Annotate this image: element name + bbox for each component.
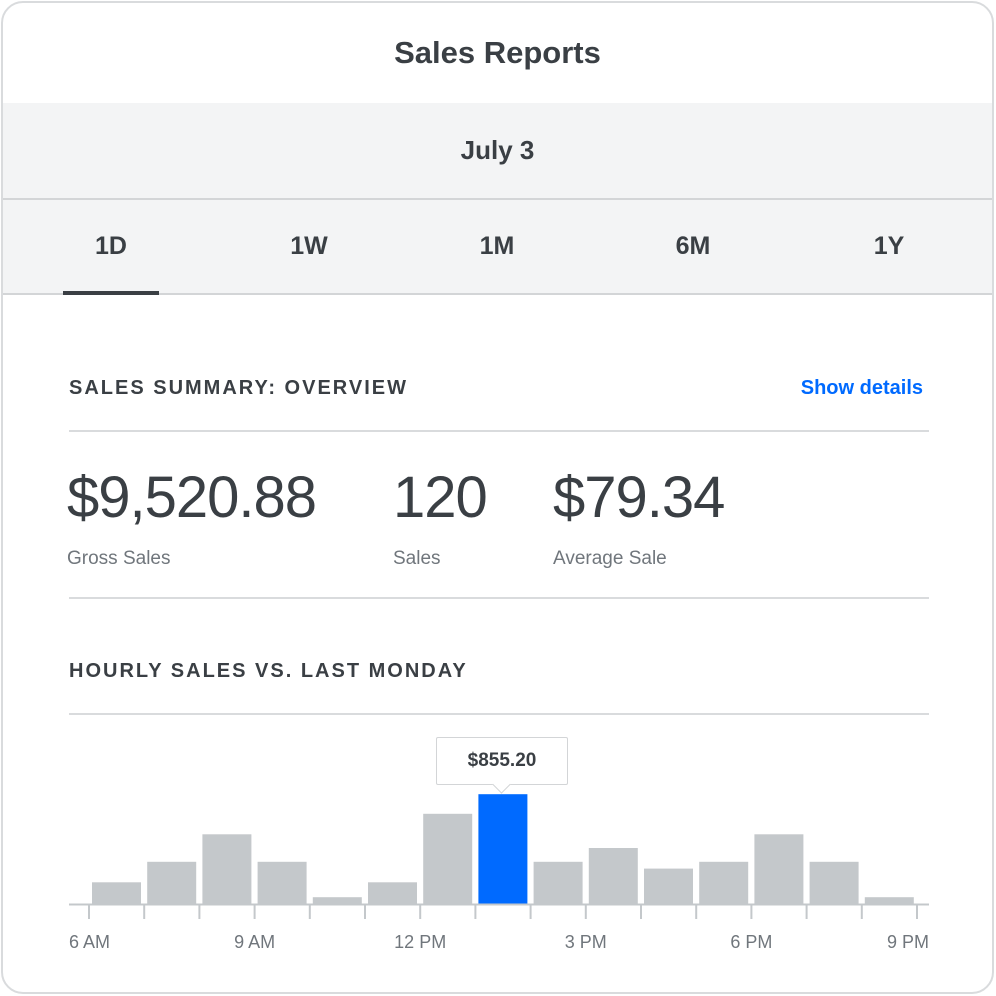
bar-11-am[interactable]	[368, 882, 417, 904]
bar-value-tooltip: $855.20	[436, 737, 568, 785]
tab-6m[interactable]: 6M	[675, 232, 711, 260]
tab-1y[interactable]: 1Y	[873, 232, 905, 260]
bar-7-am[interactable]	[147, 861, 197, 904]
bar-4-pm[interactable]	[644, 868, 693, 904]
bar-9-am[interactable]	[257, 861, 307, 904]
x-tick-label: 6 PM	[730, 932, 772, 952]
x-tick-label: 12 PM	[394, 932, 446, 952]
show-details-link[interactable]: Show details	[800, 377, 923, 399]
bar-3-pm[interactable]	[588, 848, 638, 904]
average-sale-metric: $79.34 Average Sale	[553, 465, 725, 570]
x-tick-label: 9 AM	[234, 932, 275, 952]
sales-count-label: Sales	[393, 548, 441, 569]
date-selector[interactable]: July 3	[3, 103, 992, 200]
date-label: July 3	[460, 135, 535, 165]
sales-count-metric: 120 Sales	[393, 465, 488, 570]
bar-2-pm[interactable]	[533, 861, 583, 904]
range-tabs: 1D 1W 1M 6M 1Y	[3, 200, 992, 295]
sales-count-value: 120	[393, 465, 488, 530]
hourly-sales-chart: 6 AM 9 AM 12 PM 3 PM 6 PM 9 PM	[69, 794, 929, 952]
tab-1d[interactable]: 1D	[63, 200, 159, 295]
divider	[69, 430, 929, 432]
x-tick-label: 6 AM	[69, 932, 110, 952]
tab-1w[interactable]: 1W	[290, 232, 328, 260]
bar-10-am[interactable]	[312, 897, 362, 904]
tab-1m[interactable]: 1M	[479, 232, 515, 260]
x-tick-label: 3 PM	[565, 932, 607, 952]
bar-6-am[interactable]	[92, 882, 141, 904]
bar-1-pm[interactable]	[478, 794, 528, 904]
tooltip-value: $855.20	[467, 750, 537, 771]
gross-sales-label: Gross Sales	[67, 548, 171, 569]
hourly-section-title: HOURLY SALES VS. LAST MONDAY	[69, 660, 468, 682]
bar-6-pm[interactable]	[754, 834, 804, 904]
divider	[69, 597, 929, 599]
gross-sales-value: $9,520.88	[67, 465, 317, 530]
bar-12-pm[interactable]	[423, 813, 473, 904]
average-sale-value: $79.34	[553, 465, 725, 530]
bar-5-pm[interactable]	[699, 861, 749, 904]
summary-section-title: SALES SUMMARY: OVERVIEW	[69, 377, 408, 399]
gross-sales-metric: $9,520.88 Gross Sales	[67, 465, 317, 570]
x-tick-label: 9 PM	[887, 932, 929, 952]
bar-8-pm[interactable]	[864, 897, 914, 904]
bar-8-am[interactable]	[202, 834, 252, 904]
bar-7-pm[interactable]	[809, 861, 859, 904]
divider	[69, 713, 929, 715]
page-title: Sales Reports	[394, 35, 601, 70]
average-sale-label: Average Sale	[553, 548, 667, 569]
